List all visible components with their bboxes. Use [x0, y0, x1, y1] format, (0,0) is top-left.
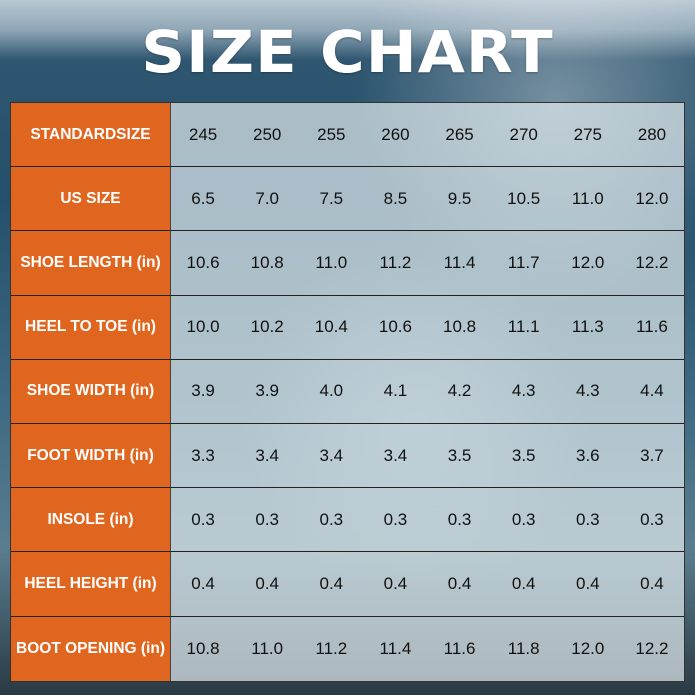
table-cell: 4.3 [511, 381, 536, 401]
table-cell: 11.6 [443, 638, 476, 658]
table-cell: 10.5 [507, 188, 541, 208]
table-cell: 9.5 [447, 188, 472, 208]
table-cell: 0.3 [575, 509, 600, 529]
table-cell: 11.4 [379, 638, 412, 658]
table-cell: 11.2 [379, 252, 412, 272]
table-cell: 0.4 [575, 573, 600, 593]
page-title: SIZE CHART [141, 18, 554, 86]
table-cell: 12.2 [635, 638, 669, 658]
table-cell: 4.3 [575, 381, 600, 401]
table-cell: 10.8 [186, 638, 220, 658]
table-cell: 12.2 [635, 252, 669, 272]
table-cell: 0.3 [319, 509, 344, 529]
table-cell: 4.1 [383, 381, 408, 401]
table-cell: 245 [188, 124, 218, 144]
table-cell: 3.5 [447, 445, 472, 465]
table-cell: 11.6 [636, 317, 668, 337]
table-cell: 0.3 [191, 509, 215, 529]
table-row: SHOE WIDTH (in) 3.9 3.9 4.0 4.1 4.2 4.3 4.3 4.4 [11, 359, 684, 424]
row-label: HEEL HEIGHT (in) [11, 552, 171, 616]
table-cell: 11.0 [251, 638, 284, 658]
table-cell: 0.3 [511, 509, 536, 529]
table-cell: 11.7 [507, 252, 540, 272]
table-cell: 3.7 [640, 445, 664, 465]
table-cell: 8.5 [383, 188, 408, 208]
table-cell: 3.5 [511, 445, 536, 465]
row-label: STANDARDSIZE [11, 103, 171, 167]
table-cell: 10.2 [250, 317, 284, 337]
table-cell: 3.4 [319, 445, 344, 465]
table-cell: 0.3 [640, 509, 664, 529]
table-cell: 0.3 [255, 509, 279, 529]
table-cell: 3.6 [575, 445, 600, 465]
row-label: SHOE WIDTH (in) [11, 359, 171, 423]
row-label: SHOE LENGTH (in) [11, 231, 171, 295]
table-cell: 11.1 [507, 317, 540, 337]
table-cell: 7.5 [319, 188, 344, 208]
row-label: FOOT WIDTH (in) [11, 424, 171, 488]
table-cell: 12.0 [571, 638, 605, 658]
table-cell: 0.3 [383, 509, 408, 529]
table-cell: 10.0 [186, 317, 220, 337]
table-cell: 3.9 [255, 381, 279, 401]
table-cell: 10.6 [186, 252, 220, 272]
table-row: HEEL HEIGHT (in) 0.4 0.4 0.4 0.4 0.4 0.4 0.4 0.4 [11, 552, 684, 617]
table-cell: 275 [573, 124, 602, 144]
table-cell: 4.0 [319, 381, 344, 401]
row-label: BOOT OPENING (in) [11, 616, 171, 681]
table-row: INSOLE (in) 0.3 0.3 0.3 0.3 0.3 0.3 0.3 0.3 [11, 488, 684, 553]
table-row: US SIZE 6.5 7.0 7.5 8.5 9.5 10.5 11.0 12.0 [11, 167, 684, 232]
table-cell: 11.8 [507, 638, 540, 658]
table-cell: 6.5 [191, 188, 215, 208]
table-cell: 0.3 [447, 509, 472, 529]
table-cell: 10.8 [443, 317, 477, 337]
table-cell: 4.4 [640, 381, 664, 401]
table-cell: 10.4 [314, 317, 348, 337]
table-cell: 11.3 [571, 317, 604, 337]
table-cell: 10.6 [378, 317, 412, 337]
table-row: HEEL TO TOE (in) 10.0 10.2 10.4 10.6 10.8 11.1… [11, 295, 684, 360]
table-cell: 265 [445, 124, 474, 144]
row-label: HEEL TO TOE (in) [11, 295, 171, 359]
table-cell: 270 [509, 124, 538, 144]
table-cell: 0.4 [640, 573, 664, 593]
table-cell: 11.2 [315, 638, 348, 658]
table-cell: 3.9 [191, 381, 215, 401]
row-label: US SIZE [11, 167, 171, 231]
table-cell: 0.4 [447, 573, 472, 593]
table-row: SHOE LENGTH (in) 10.6 10.8 11.0 11.2 11.4 11.7… [11, 231, 684, 296]
table-row: BOOT OPENING (in) 10.8 11.0 11.2 11.4 11.6 11.… [11, 616, 684, 681]
table-row: STANDARDSIZE 245 250 255 260 265 270 275 280 [11, 103, 684, 168]
table-cell: 0.4 [319, 573, 344, 593]
table-cell: 11.4 [443, 252, 476, 272]
table-cell: 11.0 [315, 252, 348, 272]
table-cell: 0.4 [191, 573, 215, 593]
table-cell: 3.4 [255, 445, 279, 465]
table-cell: 4.2 [447, 381, 472, 401]
table-cell: 250 [253, 124, 282, 144]
table-cell: 7.0 [255, 188, 279, 208]
table-cell: 11.0 [571, 188, 604, 208]
table-cell: 3.3 [191, 445, 215, 465]
table-cell: 260 [381, 124, 410, 144]
size-chart-table: STANDARDSIZE 245 250 255 260 265 270 275 280 US S… [10, 102, 685, 682]
table-cell: 255 [317, 124, 346, 144]
table-cell: 10.8 [250, 252, 284, 272]
table-cell: 12.0 [571, 252, 605, 272]
table-cell: 0.4 [511, 573, 536, 593]
table-cell: 0.4 [255, 573, 279, 593]
table-row: FOOT WIDTH (in) 3.3 3.4 3.4 3.4 3.5 3.5 3.6 3.7 [11, 424, 684, 489]
table-cell: 3.4 [383, 445, 408, 465]
row-label: INSOLE (in) [11, 488, 171, 552]
table-cell: 0.4 [383, 573, 408, 593]
table-cell: 280 [637, 124, 667, 144]
table-cell: 12.0 [635, 188, 669, 208]
